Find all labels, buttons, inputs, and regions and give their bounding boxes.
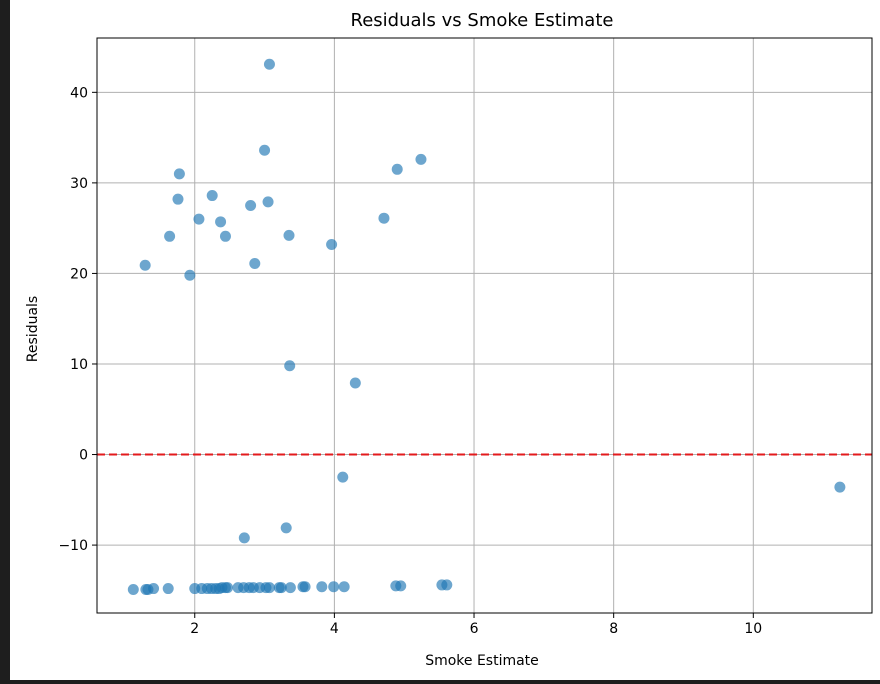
- scatter-point: [284, 360, 296, 372]
- x-tick-label: 6: [470, 621, 479, 637]
- chart-title: Residuals vs Smoke Estimate: [351, 10, 614, 31]
- scatter-point: [280, 522, 292, 534]
- x-tick-label: 10: [744, 621, 762, 637]
- scatter-point: [283, 229, 295, 241]
- scatter-chart: Residuals vs Smoke Estimate 2 4 6 8 10 −10 0 1…: [25, 10, 873, 669]
- window-bottom-edge: [0, 680, 880, 682]
- scatter-point: [245, 200, 257, 212]
- scatter-point: [238, 532, 250, 544]
- scatter-point: [263, 58, 275, 70]
- scatter-point: [415, 153, 427, 165]
- plot-area-border: [96, 37, 873, 614]
- y-tick-label: 30: [70, 176, 88, 192]
- grid-lines: [97, 38, 872, 613]
- x-tick-label: 4: [330, 621, 339, 637]
- scatter-point: [834, 481, 846, 493]
- scatter-point: [222, 582, 234, 594]
- scatter-point: [378, 212, 390, 224]
- scatter-point: [337, 471, 349, 483]
- scatter-point: [328, 581, 340, 593]
- scatter-point: [148, 583, 160, 595]
- x-axis-label: Smoke Estimate: [425, 653, 539, 669]
- scatter-point: [219, 230, 231, 242]
- y-tick-label: 20: [70, 266, 88, 282]
- scatter-point: [326, 238, 338, 250]
- scatter-point: [284, 582, 296, 594]
- scatter-point: [441, 579, 453, 591]
- y-tick-label: 0: [79, 448, 88, 464]
- scatter-point: [338, 581, 350, 593]
- x-tick-label: 2: [190, 621, 199, 637]
- scatter-point: [193, 213, 205, 225]
- chart-frame: Residuals vs Smoke Estimate 2 4 6 8 10 −10 0 1…: [10, 0, 880, 680]
- scatter-point: [215, 216, 227, 228]
- scatter-point: [391, 163, 403, 175]
- scatter-point: [172, 193, 184, 205]
- y-axis-ticks: −10 0 10 20 30 40: [58, 85, 97, 554]
- scatter-point: [164, 230, 176, 242]
- scatter-point: [249, 257, 261, 269]
- y-tick-label: 40: [70, 85, 88, 101]
- x-axis-ticks: 2 4 6 8 10: [190, 613, 762, 637]
- scatter-point: [349, 377, 361, 389]
- scatter-point: [262, 196, 274, 208]
- y-axis-label: Residuals: [25, 296, 41, 362]
- scatter-point: [206, 190, 218, 202]
- scatter-point: [275, 582, 287, 594]
- scatter-point: [299, 581, 311, 593]
- scatter-point: [139, 259, 151, 271]
- scatter-point: [263, 582, 275, 594]
- scatter-point: [173, 168, 185, 180]
- scatter-point: [316, 581, 328, 593]
- scatter-point: [127, 583, 139, 595]
- x-tick-label: 8: [609, 621, 618, 637]
- data-points: [127, 58, 846, 595]
- scatter-point: [259, 144, 271, 156]
- scatter-point: [184, 269, 196, 281]
- y-tick-label: 10: [70, 357, 88, 373]
- scatter-point: [395, 580, 407, 592]
- scatter-point: [162, 583, 174, 595]
- y-tick-label: −10: [58, 538, 88, 554]
